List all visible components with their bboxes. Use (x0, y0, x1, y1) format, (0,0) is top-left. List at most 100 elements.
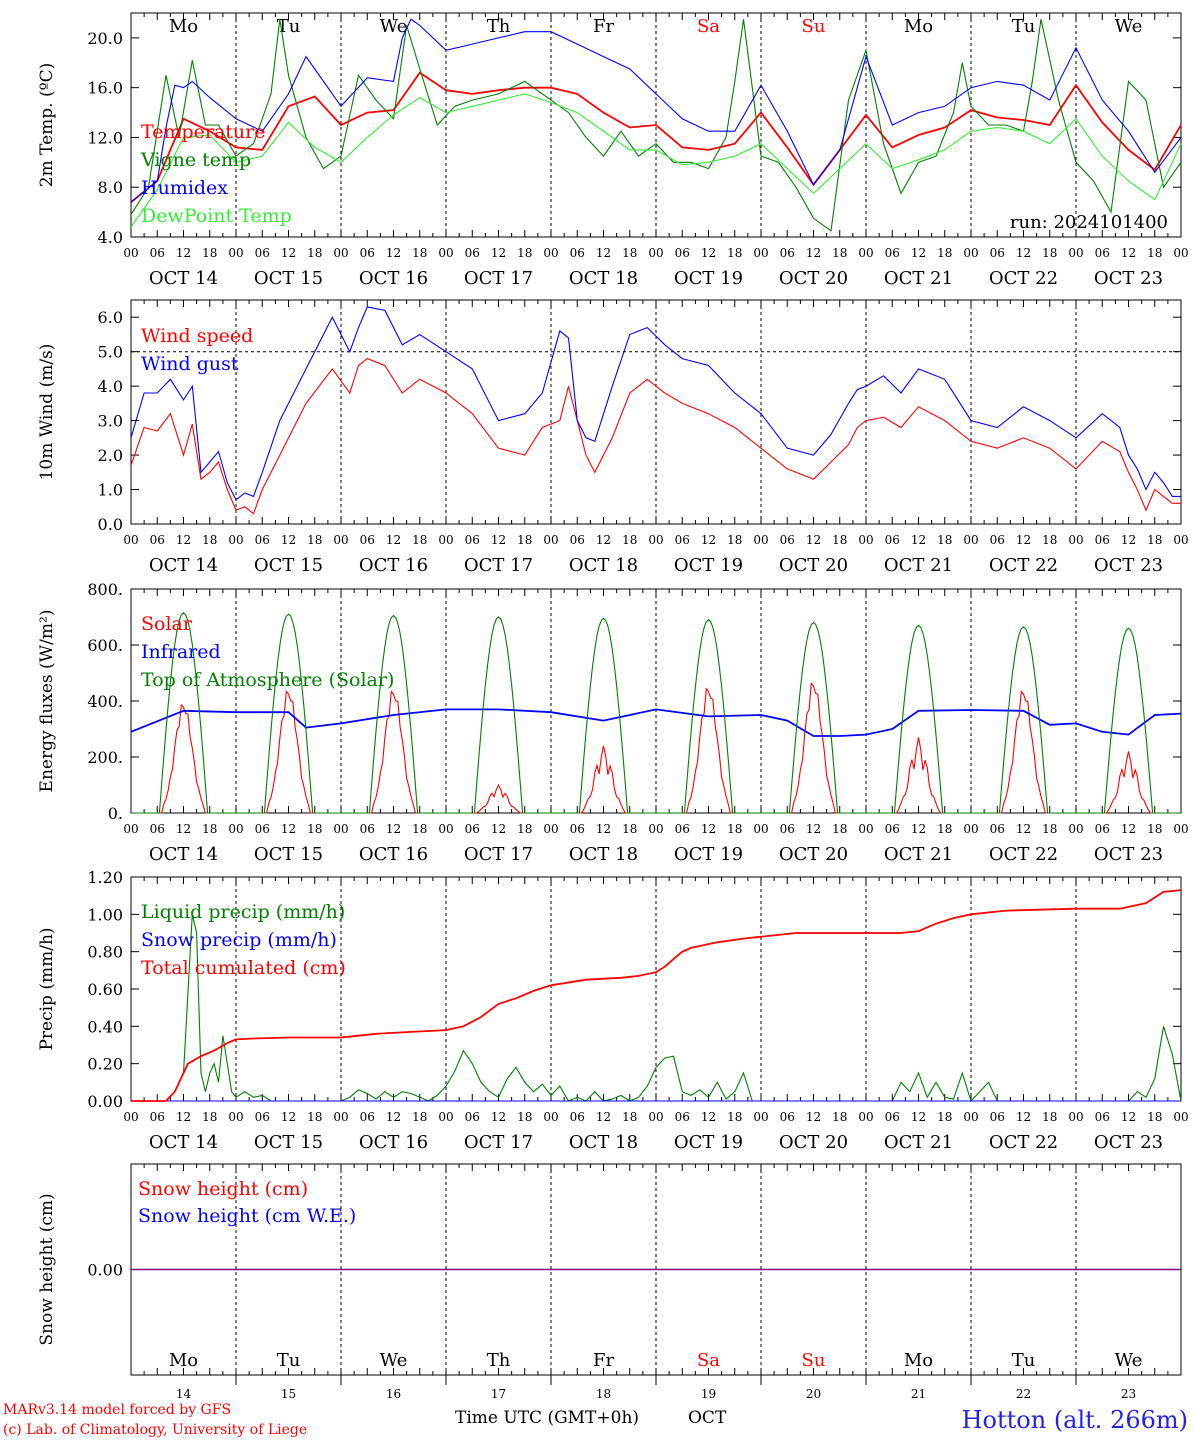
hour-label: 00 (858, 246, 873, 260)
y-tick-label: 16.0 (87, 79, 123, 98)
y-tick-label: 0.20 (87, 1055, 123, 1074)
hour-label: 18 (1042, 246, 1057, 260)
hour-label: 00 (123, 533, 138, 547)
hour-label: 12 (491, 533, 506, 547)
date-label: OCT 17 (464, 555, 533, 576)
hour-label: 00 (333, 1110, 348, 1124)
hour-label: 18 (202, 822, 217, 836)
date-label: OCT 16 (359, 844, 428, 865)
hour-label: 18 (832, 1110, 847, 1124)
hour-label: 00 (438, 822, 453, 836)
date-label: OCT 15 (254, 555, 323, 576)
legend-entry: Vigne temp (140, 149, 251, 171)
hour-label: 06 (990, 246, 1005, 260)
hour-label: 00 (753, 533, 768, 547)
hour-label: 00 (123, 822, 138, 836)
y-tick-label: 1.0 (98, 481, 123, 500)
y-tick-label: 0.60 (87, 980, 123, 999)
station-name: Hotton (alt. 266m) (962, 1406, 1188, 1434)
hour-label: 06 (675, 533, 690, 547)
legend-entry: Total cumulated (cm) (141, 957, 346, 979)
hour-label: 00 (648, 246, 663, 260)
weekday-label: We (380, 1350, 408, 1371)
date-label: OCT 18 (569, 555, 638, 576)
hour-label: 18 (412, 533, 427, 547)
y-tick-label: 0.00 (87, 1261, 123, 1280)
y-tick-label: 8.0 (98, 178, 123, 197)
hour-label: 12 (596, 822, 611, 836)
legend-entry: Wind gust (141, 353, 239, 375)
date-label: OCT 18 (569, 844, 638, 865)
legend-entry: Snow height (cm W.E.) (138, 1205, 356, 1227)
hour-label: 00 (228, 822, 243, 836)
y-tick-label: 12.0 (87, 128, 123, 147)
weekday-label: Mo (169, 16, 198, 37)
hour-label: 00 (753, 246, 768, 260)
date-label: OCT 22 (989, 844, 1058, 865)
hour-label: 12 (386, 822, 401, 836)
y-tick-label: 0.80 (87, 943, 123, 962)
hour-label: 18 (517, 246, 532, 260)
hour-label: 18 (937, 1110, 952, 1124)
weekday-label: We (1115, 1350, 1143, 1371)
date-label: OCT 16 (359, 1132, 428, 1153)
date-label: OCT 16 (359, 555, 428, 576)
hour-label: 18 (937, 822, 952, 836)
date-label: OCT 16 (359, 268, 428, 289)
y-tick-label: 0.40 (87, 1017, 123, 1036)
hour-label: 12 (1016, 246, 1031, 260)
hour-label: 18 (622, 246, 637, 260)
hour-label: 06 (570, 1110, 585, 1124)
weekday-label: Tu (277, 1350, 301, 1371)
date-label: OCT 21 (884, 555, 953, 576)
weekday-label: Tu (1012, 16, 1036, 37)
hour-label: 12 (176, 533, 191, 547)
hour-label: 06 (780, 246, 795, 260)
legend-entry: Top of Atmosphere (Solar) (141, 669, 394, 691)
series-line (131, 889, 1182, 1102)
hour-label: 12 (491, 822, 506, 836)
hour-label: 18 (622, 533, 637, 547)
hour-label: 12 (1121, 246, 1136, 260)
hour-label: 06 (465, 246, 480, 260)
hour-label: 18 (202, 533, 217, 547)
date-label: OCT 14 (149, 555, 218, 576)
hour-label: 06 (885, 822, 900, 836)
hour-label: 12 (176, 1110, 191, 1124)
hour-label: 06 (1095, 1110, 1110, 1124)
hour-label: 06 (150, 246, 165, 260)
y-tick-label: 1.20 (87, 868, 123, 887)
y-tick-label: 600. (87, 636, 123, 655)
hour-label: 18 (517, 822, 532, 836)
hour-label: 00 (963, 1110, 978, 1124)
date-label: OCT 15 (254, 844, 323, 865)
day-number-label: 21 (911, 1387, 926, 1401)
hour-label: 06 (885, 246, 900, 260)
hour-label: 18 (1042, 533, 1057, 547)
date-label: OCT 19 (674, 555, 743, 576)
hour-label: 00 (753, 822, 768, 836)
series-line (131, 914, 1182, 1103)
weekday-label: Tu (1012, 1350, 1036, 1371)
legend-entry: Infrared (141, 641, 221, 663)
hour-label: 18 (937, 246, 952, 260)
series-line (130, 708, 1182, 737)
hour-label: 12 (596, 533, 611, 547)
series-group (130, 612, 1182, 814)
hour-label: 06 (465, 822, 480, 836)
lab-credit: (c) Lab. of Climatology, University of L… (3, 1422, 307, 1438)
panels: 4.08.012.016.020.02m Temp. (ºC)00 06 12 18 0… (37, 12, 1189, 1401)
weekday-label: Su (802, 16, 826, 37)
y-axis-label: Precip (mm/h) (37, 927, 57, 1050)
y-tick-label: 2.0 (98, 446, 123, 465)
hour-label: 06 (570, 822, 585, 836)
y-tick-label: 4.0 (98, 377, 123, 396)
series-line (130, 93, 1182, 228)
weekday-label: Fr (593, 1350, 614, 1371)
hour-label: 06 (1095, 822, 1110, 836)
hour-label: 06 (675, 1110, 690, 1124)
weekday-label: Th (487, 1350, 511, 1371)
date-label: OCT 14 (149, 1132, 218, 1153)
hour-label: 06 (990, 533, 1005, 547)
hour-label: 18 (202, 1110, 217, 1124)
